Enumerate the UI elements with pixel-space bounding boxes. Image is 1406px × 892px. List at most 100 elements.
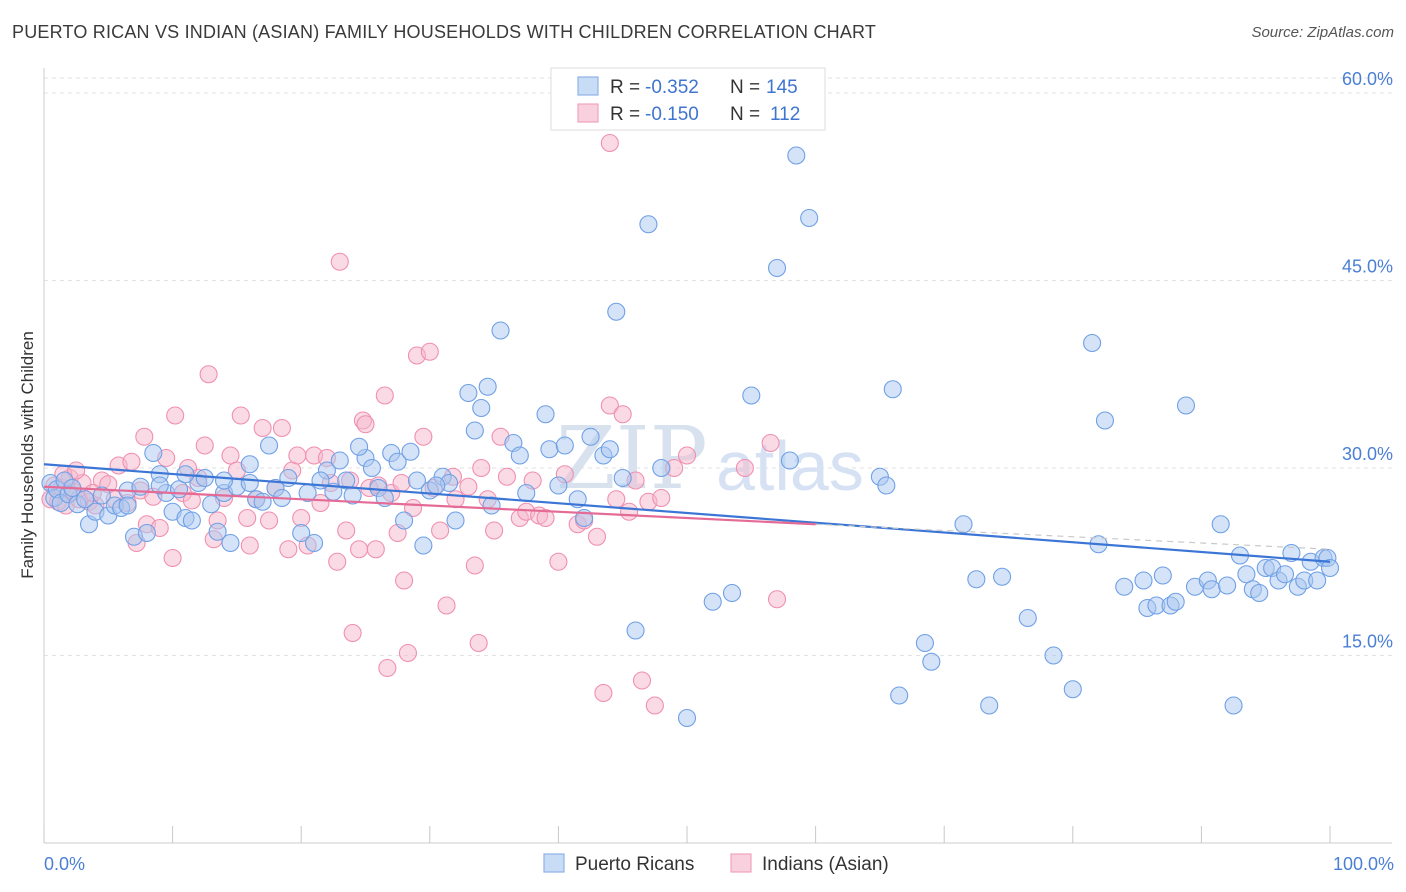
point-indians-asian <box>465 556 484 575</box>
point-indians-asian <box>587 527 607 546</box>
point-puerto-ricans <box>600 440 619 459</box>
point-puerto-ricans <box>401 442 420 461</box>
point-puerto-ricans <box>478 377 497 396</box>
point-puerto-ricans <box>1202 580 1221 599</box>
point-indians-asian <box>272 418 291 438</box>
point-indians-asian <box>677 446 697 465</box>
bottom-legend-label-indians-asian: Indians (Asian) <box>762 854 889 875</box>
point-indians-asian <box>166 406 185 425</box>
point-puerto-ricans <box>118 496 137 515</box>
point-indians-asian <box>199 365 218 384</box>
y-tick-label: 60.0% <box>1342 69 1393 89</box>
point-indians-asian <box>536 508 555 528</box>
point-puerto-ricans <box>787 146 806 165</box>
point-puerto-ricans <box>388 452 407 471</box>
point-puerto-ricans <box>472 398 491 418</box>
point-indians-asian <box>279 540 298 559</box>
point-puerto-ricans <box>780 451 799 470</box>
point-indians-asian <box>238 508 257 528</box>
point-puerto-ricans <box>549 476 568 495</box>
point-indians-asian <box>607 490 626 509</box>
y-tick-label: 45.0% <box>1342 257 1393 277</box>
point-puerto-ricans <box>337 471 356 490</box>
y-tick-label: 30.0% <box>1342 444 1393 464</box>
point-indians-asian <box>356 415 375 434</box>
point-indians-asian <box>337 521 356 540</box>
point-puerto-ricans <box>890 686 909 705</box>
point-indians-asian <box>431 521 450 540</box>
point-indians-asian <box>549 552 568 571</box>
legend-n-label-2: N = <box>730 104 760 125</box>
point-indians-asian <box>446 490 465 509</box>
point-puerto-ricans <box>1308 571 1327 590</box>
point-indians-asian <box>221 446 240 465</box>
point-puerto-ricans <box>427 476 446 495</box>
legend-r-value-2: -0.150 <box>645 104 699 125</box>
point-puerto-ricans <box>150 476 169 495</box>
point-puerto-ricans <box>414 536 433 555</box>
point-puerto-ricans <box>169 480 189 499</box>
point-indians-asian <box>231 406 250 425</box>
point-indians-asian <box>600 396 619 415</box>
point-indians-asian <box>288 446 307 465</box>
point-puerto-ricans <box>1083 333 1102 353</box>
point-indians-asian <box>620 502 639 521</box>
point-puerto-ricans <box>581 427 600 446</box>
point-indians-asian <box>328 552 347 571</box>
bottom-legend-swatch-puerto-ricans <box>543 853 565 873</box>
x-axis-ticks <box>43 826 1331 843</box>
point-indians-asian <box>594 683 613 703</box>
point-puerto-ricans <box>954 515 973 534</box>
point-puerto-ricans <box>491 321 510 340</box>
point-puerto-ricans <box>240 473 259 493</box>
point-puerto-ricans <box>1237 565 1256 584</box>
point-indians-asian <box>459 477 478 496</box>
point-indians-asian <box>652 488 671 508</box>
point-puerto-ricans <box>1115 577 1134 596</box>
point-puerto-ricans <box>517 483 536 503</box>
point-puerto-ricans <box>1153 566 1172 585</box>
point-puerto-ricans <box>607 302 626 321</box>
point-puerto-ricans <box>540 440 559 459</box>
legend-n-value-1: 145 <box>766 77 798 98</box>
y-axis-title: Family Households with Children <box>18 331 37 579</box>
point-indians-asian <box>375 386 394 405</box>
grid-lines <box>44 77 1392 656</box>
point-puerto-ricans <box>677 708 697 728</box>
point-indians-asian <box>350 540 369 559</box>
point-puerto-ricans <box>1275 565 1295 584</box>
point-indians-asian <box>767 590 787 609</box>
point-puerto-ricans <box>395 511 414 530</box>
point-indians-asian <box>343 623 362 643</box>
point-puerto-ricans <box>144 443 163 463</box>
point-indians-asian <box>398 643 417 663</box>
legend-swatch-puerto-ricans <box>577 76 599 96</box>
trend-line-indians-asian <box>43 485 816 526</box>
point-puerto-ricans <box>877 476 896 495</box>
point-puerto-ricans <box>350 437 369 456</box>
point-puerto-ricans <box>259 436 279 455</box>
point-puerto-ricans <box>1044 646 1063 665</box>
point-puerto-ricans <box>240 455 259 474</box>
point-puerto-ricans <box>1218 576 1237 595</box>
point-indians-asian <box>600 133 619 153</box>
point-puerto-ricans <box>253 492 272 511</box>
point-puerto-ricans <box>446 511 465 530</box>
point-puerto-ricans <box>221 533 240 553</box>
legend-swatch-indians-asian <box>577 103 599 123</box>
point-puerto-ricans <box>1095 411 1114 430</box>
point-indians-asian <box>240 536 259 555</box>
point-puerto-ricans <box>703 592 722 611</box>
point-indians-asian <box>378 658 397 678</box>
point-puerto-ricans <box>459 383 478 403</box>
point-puerto-ricans <box>639 215 658 234</box>
point-puerto-ricans <box>330 451 349 470</box>
point-indians-asian <box>163 548 182 568</box>
point-puerto-ricans <box>967 570 986 589</box>
point-puerto-ricans <box>800 208 819 228</box>
point-puerto-ricans <box>1018 608 1037 628</box>
point-puerto-ricans <box>1211 515 1230 534</box>
point-puerto-ricans <box>465 421 484 440</box>
point-puerto-ricans <box>1320 558 1340 578</box>
